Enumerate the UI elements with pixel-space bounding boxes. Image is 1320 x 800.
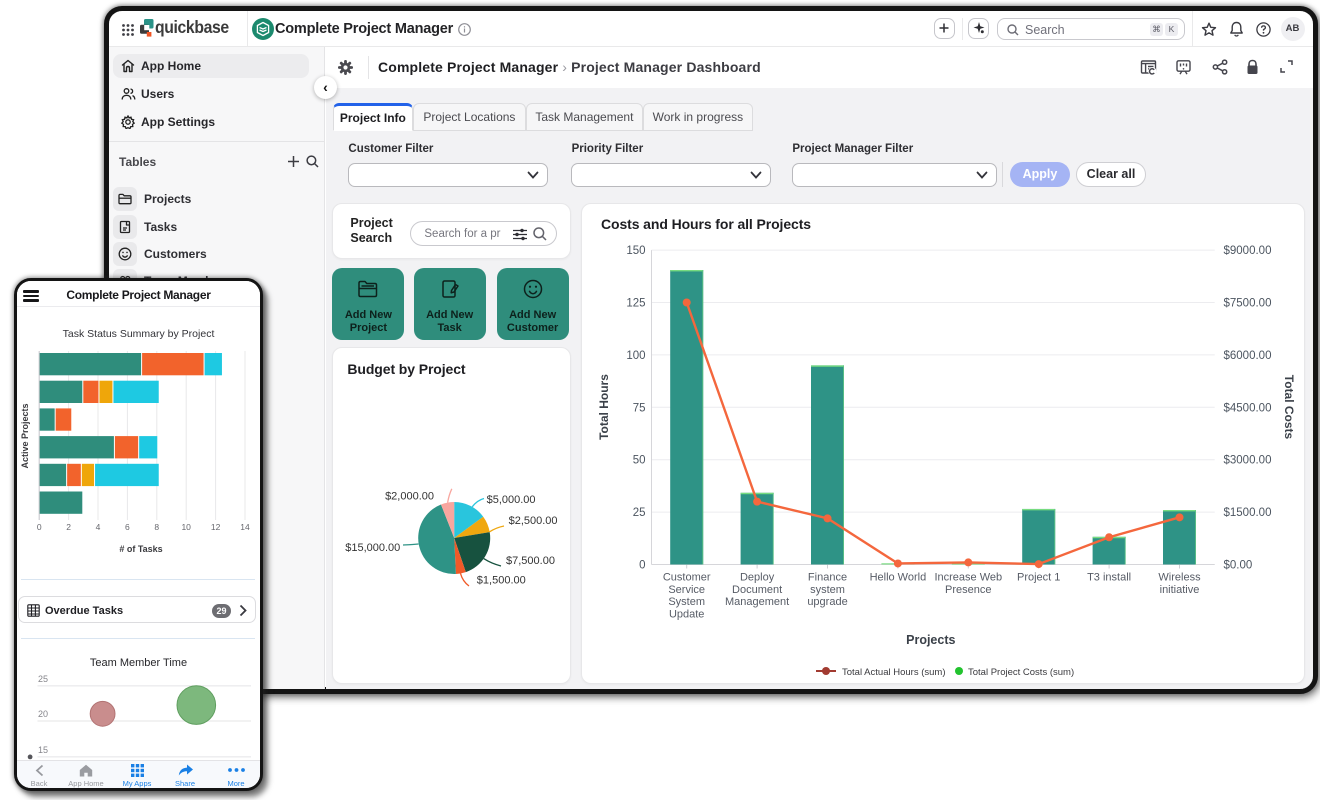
svg-text:Wireless: Wireless: [1158, 572, 1201, 584]
svg-text:Total Hours: Total Hours: [597, 374, 611, 440]
svg-text:$2,500.00: $2,500.00: [509, 515, 558, 527]
svg-text:Active Projects: Active Projects: [20, 403, 30, 468]
svg-text:$9000.00: $9000.00: [1224, 245, 1272, 257]
svg-text:Increase Web: Increase Web: [934, 572, 1002, 584]
svg-text:12: 12: [211, 522, 221, 532]
svg-text:25: 25: [38, 674, 48, 684]
svg-text:15: 15: [38, 745, 48, 755]
svg-text:14: 14: [240, 522, 250, 532]
svg-text:# of Tasks: # of Tasks: [119, 544, 162, 554]
svg-text:Update: Update: [669, 608, 704, 620]
svg-text:100: 100: [626, 350, 645, 362]
svg-text:$1,500.00: $1,500.00: [477, 574, 526, 586]
svg-text:System: System: [668, 596, 705, 608]
svg-text:Document: Document: [732, 584, 782, 596]
svg-text:Customer: Customer: [663, 572, 711, 584]
svg-text:initiative: initiative: [1160, 584, 1200, 596]
svg-text:$7500.00: $7500.00: [1224, 298, 1272, 310]
svg-text:75: 75: [633, 402, 646, 414]
svg-text:Service: Service: [668, 584, 705, 596]
svg-text:Total Project Costs (sum): Total Project Costs (sum): [968, 667, 1074, 678]
svg-text:T3 install: T3 install: [1087, 572, 1131, 584]
svg-text:Project 1: Project 1: [1017, 572, 1060, 584]
svg-text:Presence: Presence: [945, 584, 991, 596]
svg-text:upgrade: upgrade: [807, 596, 847, 608]
svg-text:$6000.00: $6000.00: [1224, 350, 1272, 362]
svg-text:Deploy: Deploy: [740, 572, 775, 584]
svg-text:Finance: Finance: [808, 572, 847, 584]
svg-text:2: 2: [66, 522, 71, 532]
svg-text:Total Actual Hours (sum): Total Actual Hours (sum): [842, 667, 945, 678]
svg-text:Total Costs: Total Costs: [1282, 375, 1296, 440]
svg-text:Projects: Projects: [906, 633, 955, 647]
svg-text:system: system: [810, 584, 845, 596]
svg-text:$0.00: $0.00: [1224, 560, 1253, 572]
svg-text:$1500.00: $1500.00: [1224, 507, 1272, 519]
svg-text:8: 8: [154, 522, 159, 532]
svg-text:6: 6: [125, 522, 130, 532]
svg-text:25: 25: [633, 507, 646, 519]
svg-text:4: 4: [96, 522, 101, 532]
svg-text:0: 0: [37, 522, 42, 532]
svg-text:$5,000.00: $5,000.00: [487, 494, 536, 506]
svg-text:50: 50: [633, 455, 646, 467]
svg-text:Management: Management: [725, 596, 789, 608]
svg-text:125: 125: [626, 298, 645, 310]
svg-text:0: 0: [639, 560, 645, 572]
svg-text:$2,000.00: $2,000.00: [385, 490, 434, 502]
svg-text:20: 20: [38, 709, 48, 719]
svg-text:$15,000.00: $15,000.00: [346, 542, 401, 554]
svg-text:$3000.00: $3000.00: [1224, 455, 1272, 467]
svg-text:$7,500.00: $7,500.00: [506, 555, 555, 567]
svg-text:$4500.00: $4500.00: [1224, 402, 1272, 414]
svg-text:150: 150: [626, 245, 645, 257]
svg-text:Hello World: Hello World: [870, 572, 927, 584]
svg-text:10: 10: [181, 522, 191, 532]
